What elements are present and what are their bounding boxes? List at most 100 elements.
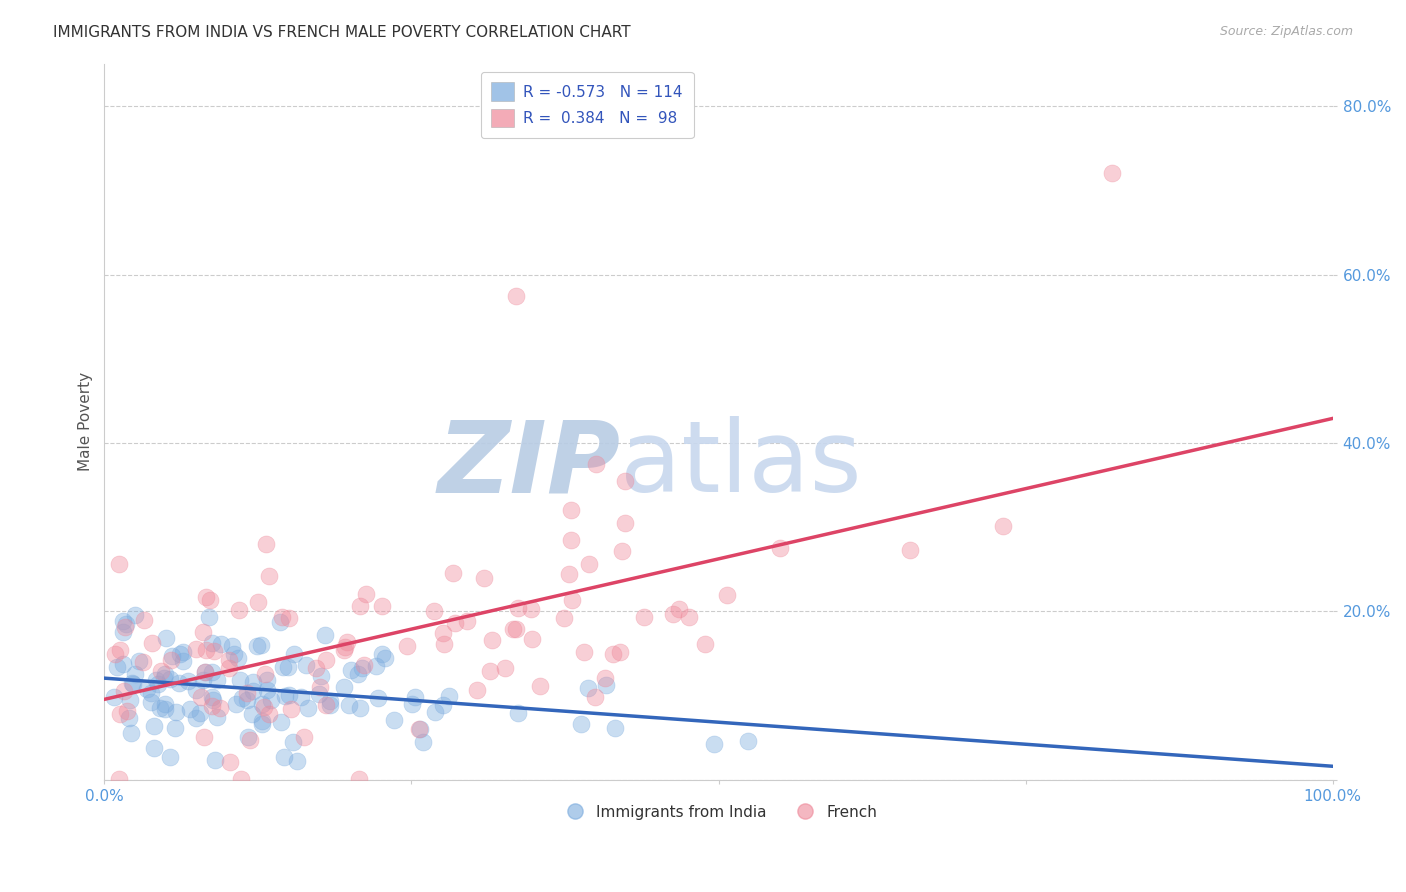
- Point: [250, 716, 273, 731]
- Point: [254, 667, 277, 681]
- Point: [314, 628, 336, 642]
- Point: [194, 665, 217, 679]
- Point: [118, 693, 141, 707]
- Point: [993, 519, 1015, 533]
- Point: [153, 667, 176, 681]
- Point: [184, 682, 207, 697]
- Point: [443, 566, 465, 580]
- Legend: Immigrants from India, French: Immigrants from India, French: [554, 798, 883, 826]
- Point: [256, 673, 278, 687]
- Point: [226, 651, 249, 665]
- Point: [610, 544, 633, 558]
- Point: [409, 722, 432, 736]
- Point: [105, 659, 128, 673]
- Point: [478, 664, 501, 678]
- Point: [273, 750, 295, 764]
- Point: [153, 702, 176, 716]
- Point: [153, 697, 176, 711]
- Point: [132, 655, 155, 669]
- Point: [297, 701, 319, 715]
- Point: [201, 636, 224, 650]
- Point: [277, 688, 299, 702]
- Point: [219, 755, 242, 769]
- Point: [333, 642, 356, 657]
- Point: [336, 635, 359, 649]
- Point: [141, 686, 163, 700]
- Point: [143, 719, 166, 733]
- Point: [240, 707, 263, 722]
- Point: [143, 740, 166, 755]
- Point: [218, 653, 240, 667]
- Point: [225, 697, 247, 711]
- Point: [141, 636, 163, 650]
- Point: [188, 706, 211, 720]
- Point: [271, 660, 294, 674]
- Point: [172, 645, 194, 659]
- Point: [662, 607, 685, 621]
- Point: [319, 698, 342, 713]
- Point: [309, 669, 332, 683]
- Point: [149, 664, 172, 678]
- Point: [280, 702, 302, 716]
- Point: [231, 691, 253, 706]
- Point: [347, 667, 370, 681]
- Point: [159, 750, 181, 764]
- Point: [605, 721, 627, 735]
- Point: [221, 640, 243, 654]
- Point: [349, 701, 371, 715]
- Point: [184, 642, 207, 657]
- Point: [246, 639, 269, 653]
- Point: [115, 704, 138, 718]
- Point: [193, 731, 215, 745]
- Point: [374, 651, 396, 665]
- Point: [633, 609, 655, 624]
- Point: [242, 683, 264, 698]
- Point: [614, 516, 637, 531]
- Point: [333, 640, 356, 654]
- Point: [103, 690, 125, 704]
- Point: [281, 735, 304, 749]
- Point: [898, 543, 921, 558]
- Point: [250, 697, 273, 711]
- Point: [202, 644, 225, 658]
- Point: [274, 689, 297, 703]
- Point: [585, 457, 607, 471]
- Point: [558, 566, 581, 581]
- Point: [529, 680, 551, 694]
- Point: [114, 620, 136, 634]
- Point: [250, 714, 273, 728]
- Point: [472, 571, 495, 585]
- Point: [218, 661, 240, 675]
- Point: [569, 717, 592, 731]
- Point: [270, 714, 292, 729]
- Point: [201, 698, 224, 713]
- Point: [505, 288, 527, 302]
- Point: [167, 676, 190, 690]
- Point: [184, 711, 207, 725]
- Point: [308, 687, 330, 701]
- Text: ZIP: ZIP: [437, 417, 620, 513]
- Point: [242, 674, 264, 689]
- Point: [349, 599, 371, 614]
- Point: [371, 599, 394, 613]
- Point: [115, 616, 138, 631]
- Point: [371, 647, 394, 661]
- Point: [347, 772, 370, 786]
- Point: [163, 721, 186, 735]
- Point: [561, 593, 583, 607]
- Point: [256, 682, 278, 697]
- Point: [191, 673, 214, 687]
- Point: [122, 676, 145, 690]
- Point: [229, 772, 252, 786]
- Point: [207, 673, 229, 688]
- Point: [247, 595, 270, 609]
- Point: [194, 665, 217, 679]
- Text: atlas: atlas: [620, 417, 862, 513]
- Point: [124, 667, 146, 681]
- Point: [239, 732, 262, 747]
- Y-axis label: Male Poverty: Male Poverty: [79, 372, 93, 471]
- Point: [444, 616, 467, 631]
- Point: [423, 604, 446, 618]
- Point: [190, 690, 212, 704]
- Point: [209, 637, 232, 651]
